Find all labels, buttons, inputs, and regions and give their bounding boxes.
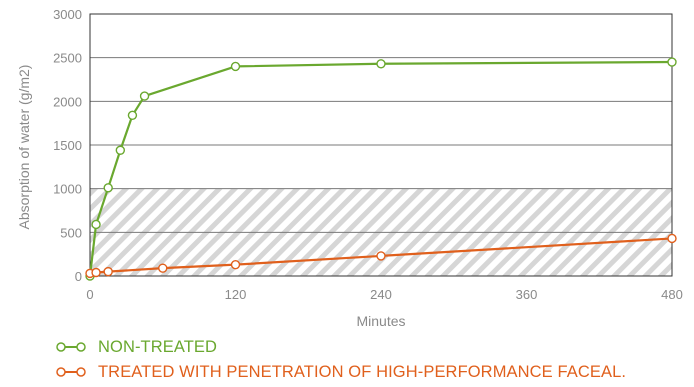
y-tick-label: 2000: [53, 94, 82, 109]
data-point: [91, 219, 101, 230]
y-tick-label: 1000: [53, 182, 82, 197]
legend-item-treated: TREATED WITH PENETRATION OF HIGH-PERFORM…: [54, 361, 626, 383]
data-point: [230, 61, 241, 72]
legend-label-non-treated: NON-TREATED: [98, 337, 218, 356]
data-point: [158, 263, 168, 273]
y-tick-label: 1500: [53, 138, 82, 153]
series-group: [85, 57, 677, 281]
x-tick-label: 240: [370, 287, 392, 302]
data-point: [667, 57, 677, 67]
y-tick-label: 500: [60, 225, 82, 240]
data-point: [91, 267, 101, 278]
x-tick-label: 480: [661, 287, 683, 302]
data-point: [103, 183, 113, 193]
y-tick-label: 2500: [53, 51, 82, 66]
data-point: [127, 110, 138, 121]
y-axis-title: Absorption of water (g/m2): [16, 65, 32, 230]
y-tick-label: 0: [75, 269, 82, 284]
plot-frame: [89, 13, 673, 277]
grid-lines: [90, 57, 672, 233]
data-point: [376, 251, 386, 261]
data-point: [103, 266, 113, 277]
legend: NON-TREATED TREATED WITH PENETRATION OF …: [54, 336, 626, 386]
x-tick-label: 360: [516, 287, 538, 302]
tick-labels: 0 500 1000 1500 2000 2500 3000 0 120 240 360 480: [53, 7, 683, 302]
data-point: [139, 91, 150, 101]
data-point: [115, 145, 126, 155]
legend-item-non-treated: NON-TREATED: [54, 336, 626, 358]
data-point: [230, 259, 241, 270]
line-circle-icon: [56, 367, 86, 377]
x-axis-title: Minutes: [356, 313, 405, 329]
x-tick-label: 0: [86, 287, 93, 302]
x-tick-label: 120: [225, 287, 247, 302]
line-circle-icon: [56, 342, 86, 352]
data-point: [667, 233, 677, 244]
y-tick-label: 3000: [53, 7, 82, 22]
data-point: [376, 59, 386, 69]
legend-label-treated: TREATED WITH PENETRATION OF HIGH-PERFORM…: [98, 362, 627, 381]
